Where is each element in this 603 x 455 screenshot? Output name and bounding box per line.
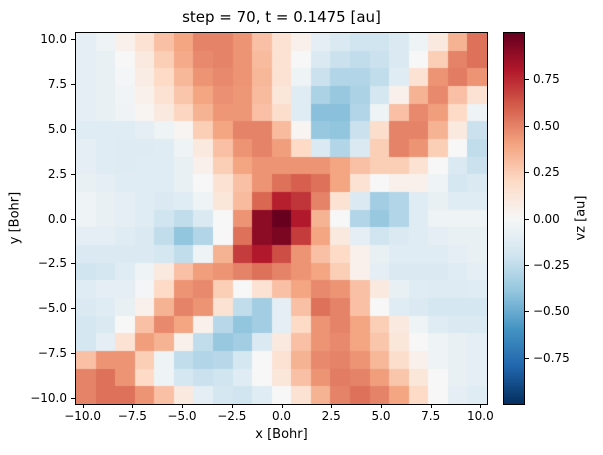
colorbar-tick <box>525 311 529 313</box>
y-axis-tick-label: 7.5 <box>47 76 67 91</box>
y-axis-tick <box>71 353 75 355</box>
colorbar-tick-label: 0.00 <box>533 211 560 226</box>
colorbar-label: vz [au] <box>573 195 589 241</box>
colorbar-tick-label: 0.50 <box>533 118 560 133</box>
x-axis-tick <box>381 404 382 408</box>
x-axis-tick-label: −7.5 <box>117 409 147 423</box>
heatmap-plot-area <box>75 32 488 405</box>
y-axis-tick <box>71 218 75 220</box>
colorbar-tick <box>525 264 529 266</box>
y-axis-tick-label: 2.5 <box>47 166 67 181</box>
y-axis-tick-label: 10.0 <box>40 31 67 46</box>
x-axis-tick <box>331 404 333 408</box>
colorbar-tick-label: −0.50 <box>533 304 570 319</box>
colorbar <box>503 32 525 405</box>
x-axis-tick-label: −2.5 <box>217 409 247 423</box>
colorbar-tick <box>525 357 529 359</box>
x-axis-tick <box>281 404 283 408</box>
x-axis-tick-label: 0.0 <box>271 409 292 423</box>
x-axis-tick <box>231 404 233 408</box>
x-axis-tick <box>182 404 183 408</box>
colorbar-tick <box>525 172 529 174</box>
colorbar-tick-label: 0.25 <box>533 165 560 180</box>
x-axis-label: x [Bohr] <box>255 427 308 442</box>
x-axis-tick-label: 2.5 <box>321 409 341 423</box>
x-axis-tick-label: −10.0 <box>64 409 101 423</box>
y-axis-tick-label: 0.0 <box>47 211 67 226</box>
y-axis-tick-label: −2.5 <box>37 256 67 271</box>
y-axis-tick <box>71 398 75 400</box>
colorbar-tick-label: −0.75 <box>533 350 570 365</box>
colorbar-tick <box>525 125 529 127</box>
y-axis-tick <box>71 263 75 265</box>
x-axis-tick <box>430 404 432 408</box>
x-axis-tick <box>480 404 482 408</box>
x-axis-tick-label: 5.0 <box>371 409 391 423</box>
y-axis-tick <box>71 38 75 40</box>
y-axis-tick <box>71 128 75 130</box>
x-axis-tick-label: 7.5 <box>421 409 441 423</box>
y-axis-tick <box>71 83 75 85</box>
colorbar-tick-label: −0.25 <box>533 257 570 272</box>
y-axis-tick-label: 5.0 <box>47 121 67 136</box>
x-axis-tick <box>132 404 134 408</box>
y-axis-tick-label: −10.0 <box>30 391 67 406</box>
y-axis-tick-label: −7.5 <box>37 346 67 361</box>
y-axis-tick-label: −5.0 <box>37 301 67 316</box>
y-axis-tick <box>71 173 75 175</box>
y-axis-tick <box>71 308 75 310</box>
x-axis-tick-label: −5.0 <box>167 409 197 423</box>
colorbar-tick-label: 0.75 <box>533 72 560 87</box>
heatmap-canvas <box>76 33 487 404</box>
plot-title: step = 70, t = 0.1475 [au] <box>182 8 381 26</box>
x-axis-tick <box>82 404 84 408</box>
colorbar-gradient-canvas <box>504 33 524 404</box>
x-axis-tick-label: 10.0 <box>467 409 494 423</box>
colorbar-tick <box>525 218 529 220</box>
colorbar-tick <box>525 79 529 81</box>
